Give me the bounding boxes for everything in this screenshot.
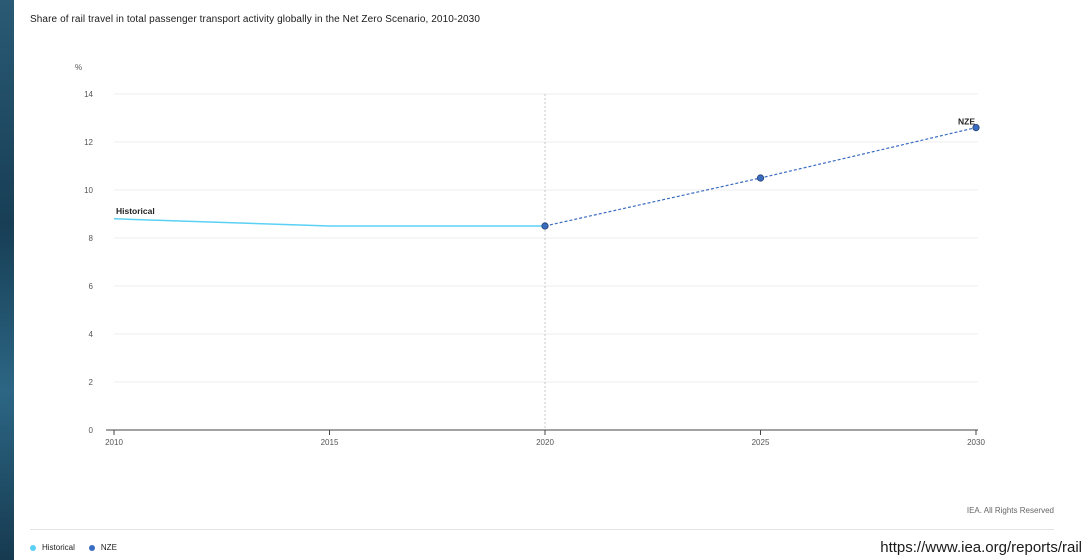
x-tick-label: 2030 [967,438,985,447]
source-url[interactable]: https://www.iea.org/reports/rail [880,539,1082,556]
legend-item-historical[interactable]: Historical [30,543,75,552]
legend-divider [30,529,1054,530]
y-tick-label: 6 [89,282,94,291]
line-chart: 0 2 4 6 8 10 12 14% 2010 2015 2020 2025 2030 Historic… [75,63,985,447]
y-tick-label: 4 [89,330,94,339]
nze-data-point [756,174,765,182]
y-axis-label: % [75,63,82,72]
y-tick-label: 8 [89,234,94,243]
x-tick-label: 2020 [536,438,554,447]
nze-data-point [972,124,980,132]
chart-title: Share of rail travel in total passenger … [30,14,480,25]
y-tick-label: 12 [84,138,93,147]
rights-notice: IEA. All Rights Reserved [966,506,1054,515]
y-tick-label: 14 [84,90,93,99]
x-tick-label: 2025 [752,438,770,447]
legend-historical-label: Historical [42,543,75,552]
x-tick-label: 2010 [105,438,123,447]
y-tick-label: 10 [84,186,93,195]
chart-panel: Share of rail travel in total passenger … [14,0,1092,560]
background-strip [0,0,14,560]
nze-data-point [541,222,549,230]
legend-nze-dot-icon [88,544,95,551]
x-tick-label: 2015 [321,438,339,447]
y-tick-label: 2 [89,378,94,387]
legend-nze-label: NZE [100,543,117,552]
y-tick-label: 0 [89,426,94,435]
legend: Historical NZE [30,543,131,552]
legend-item-nze[interactable]: NZE [88,543,117,552]
historical-series-line [113,218,545,227]
annotation-historical: Historical [116,206,155,216]
legend-historical-dot-icon [30,544,36,551]
annotation-nze: NZE [958,117,975,127]
